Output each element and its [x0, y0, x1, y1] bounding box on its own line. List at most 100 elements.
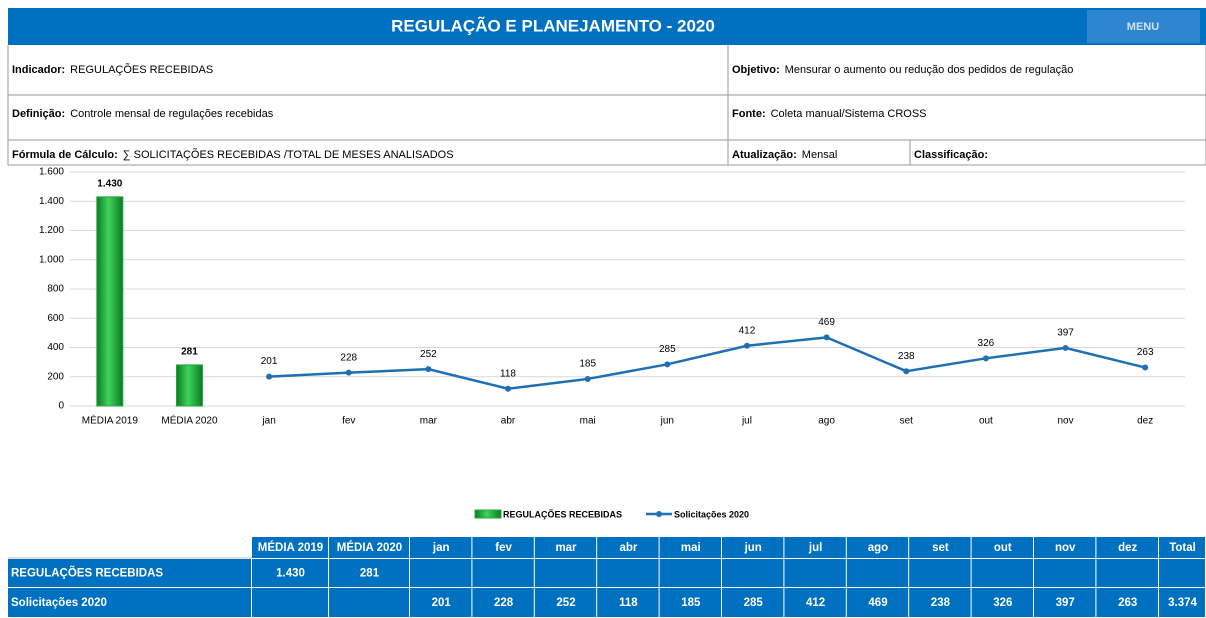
y-tick-label: 1.600 — [39, 167, 64, 178]
info-field: Definição: Controle mensal de regulações … — [12, 108, 274, 120]
header-label: fev — [495, 542, 512, 554]
info-label: Atualização: — [732, 149, 797, 161]
header-cell — [1159, 537, 1205, 558]
row-cell — [909, 588, 971, 617]
row-cell — [659, 559, 721, 587]
row-cell — [410, 588, 472, 617]
y-tick-label: 200 — [47, 371, 64, 382]
info-field: Fonte: Coleta manual/Sistema CROSS — [732, 108, 927, 120]
x-tick-label: set — [900, 416, 914, 427]
row-cell — [784, 559, 846, 587]
y-tick-label: 400 — [47, 342, 64, 353]
data-label: 252 — [420, 349, 437, 360]
row-cell — [597, 559, 659, 587]
line-marker — [345, 369, 352, 376]
row-cell — [1096, 588, 1158, 617]
header-label: MÉDIA 2019 — [258, 541, 323, 554]
row-cell — [1159, 559, 1205, 587]
x-tick-label: MÉDIA 2019 — [82, 414, 139, 427]
row-cell — [1159, 588, 1205, 617]
cell-value: 3.374 — [1168, 597, 1197, 609]
menu-label[interactable]: MENU — [1127, 21, 1159, 33]
menu-button[interactable] — [1087, 10, 1200, 43]
header-cell — [909, 537, 971, 558]
legend-swatch — [656, 511, 663, 517]
header-cell — [659, 537, 721, 558]
x-tick-label: mai — [580, 416, 596, 427]
data-label: 263 — [1137, 347, 1154, 358]
row-cell — [534, 588, 597, 617]
data-label: 238 — [898, 351, 915, 362]
data-label: 228 — [340, 352, 357, 363]
row-cell — [8, 588, 251, 617]
row-cell — [1096, 559, 1158, 587]
row-cell — [8, 559, 251, 587]
data-label: 185 — [579, 359, 596, 370]
cell-value: 228 — [494, 597, 514, 609]
info-field: Fórmula de Cálculo: ∑ SOLICITAÇÕES RECEBI… — [12, 148, 454, 161]
cell-value: 285 — [744, 597, 764, 609]
row-cell — [410, 559, 472, 587]
line-marker — [1142, 364, 1149, 371]
header-cell — [252, 537, 328, 558]
info: Indicador: REGULAÇÕES RECEBIDAS Objetivo: M… — [12, 63, 1073, 161]
cell-value: 118 — [619, 597, 638, 609]
y-tick-label: 1.400 — [39, 196, 64, 207]
x-tick-label: out — [979, 416, 993, 427]
row-label: REGULAÇÕES RECEBIDAS — [11, 567, 163, 580]
legend-label: Solicitações 2020 — [674, 509, 749, 519]
info-grid — [7, 45, 1206, 166]
legend-swatch — [474, 509, 502, 519]
header-label: nov — [1055, 542, 1076, 554]
line-marker — [823, 334, 830, 341]
line-marker — [664, 361, 671, 368]
cell-value: 201 — [432, 597, 452, 609]
row-cell — [971, 588, 1033, 617]
line-marker — [425, 366, 432, 373]
row-cell — [846, 559, 909, 587]
row-cell — [252, 559, 328, 587]
info-label: Objetivo: — [732, 64, 780, 76]
y-tick-label: 800 — [47, 284, 64, 295]
title-bar — [8, 8, 1206, 45]
data-label: 469 — [818, 317, 835, 328]
cell-value: 469 — [868, 597, 887, 609]
header-label: mar — [555, 542, 577, 554]
header-label: out — [994, 542, 1012, 554]
data-label: 397 — [1057, 328, 1074, 339]
cell-value: 397 — [1056, 597, 1075, 609]
row-cell — [472, 559, 534, 587]
x-tick-label: MÉDIA 2020 — [161, 414, 218, 427]
header-label: jan — [432, 542, 450, 554]
info-field: Atualização: Mensal — [732, 149, 837, 161]
x-tick-label: jan — [261, 416, 275, 427]
y-tick-label: 1.000 — [39, 254, 64, 265]
data-label: 118 — [500, 368, 516, 379]
data-label: 285 — [659, 344, 676, 355]
header-cell — [1034, 537, 1096, 558]
x-tick-label: mar — [420, 416, 438, 427]
row-cell — [534, 559, 597, 587]
y-tick-label: 0 — [58, 401, 64, 412]
row-cell — [846, 588, 909, 617]
x-tick-label: jul — [741, 416, 752, 427]
header-cell — [971, 537, 1033, 558]
header-cell — [597, 537, 659, 558]
header-label: Total — [1169, 542, 1196, 554]
line-marker — [584, 375, 591, 382]
line-marker — [266, 373, 273, 380]
info-label: Indicador: — [12, 64, 65, 76]
header-label: ago — [868, 542, 888, 554]
header-cell — [410, 537, 472, 558]
data-label: 326 — [978, 338, 995, 349]
header-label: jul — [808, 542, 822, 554]
x-tick-label: abr — [501, 416, 516, 427]
row-cell — [722, 559, 784, 587]
row-cell — [472, 588, 534, 617]
row-cell — [971, 559, 1033, 587]
row-cell — [784, 588, 846, 617]
y-tick-label: 1.200 — [39, 225, 64, 236]
info-value: Mensurar o aumento ou redução dos pedido… — [785, 64, 1074, 76]
